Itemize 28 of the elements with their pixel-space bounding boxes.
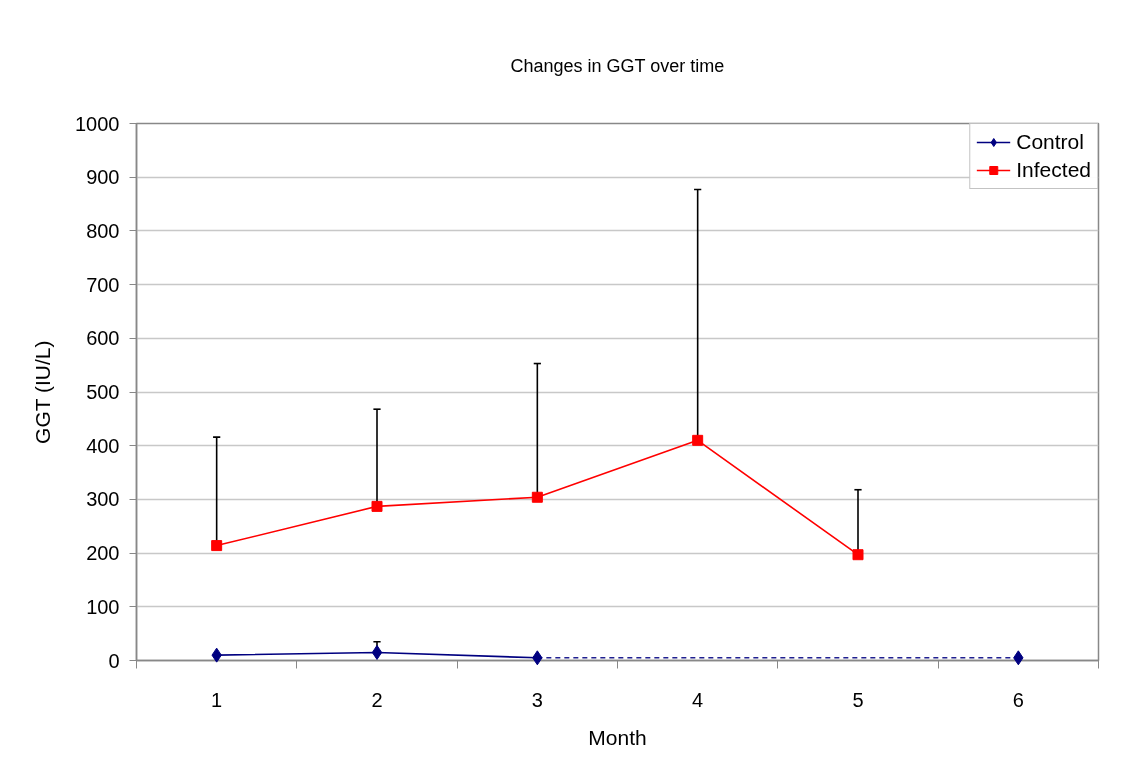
y-tick-label: 1000 <box>75 112 120 135</box>
y-tick-label: 400 <box>86 434 120 457</box>
x-tick-label: 3 <box>531 688 543 711</box>
point <box>852 549 864 561</box>
x-tick-label: 5 <box>852 688 864 711</box>
x-tick-label: 1 <box>211 688 223 711</box>
x-axis-title: Month <box>588 725 647 749</box>
point <box>371 644 383 660</box>
y-tick-label: 200 <box>86 542 120 565</box>
point <box>692 434 704 446</box>
y-tick-label: 600 <box>86 327 120 350</box>
y-tick-label: 500 <box>86 381 120 403</box>
x-tick-label: 6 <box>1012 688 1024 711</box>
y-tick-label: 700 <box>86 273 120 296</box>
y-tick-label: 100 <box>86 595 120 618</box>
y-tick-label: 300 <box>86 488 120 511</box>
chart-title: Changes in GGT over time <box>510 56 725 76</box>
point <box>371 500 383 512</box>
y-tick-label: 0 <box>108 649 120 672</box>
point <box>211 540 223 552</box>
legend-label: Infected <box>1016 158 1091 182</box>
y-tick-label: 800 <box>86 219 120 242</box>
y-axis-title: GGT (IU/L) <box>31 340 55 444</box>
legend-label: Control <box>1016 130 1084 154</box>
x-tick-label: 4 <box>692 688 704 711</box>
x-tick-label: 2 <box>371 688 383 711</box>
point <box>531 491 543 503</box>
y-tick-label: 900 <box>86 166 120 189</box>
